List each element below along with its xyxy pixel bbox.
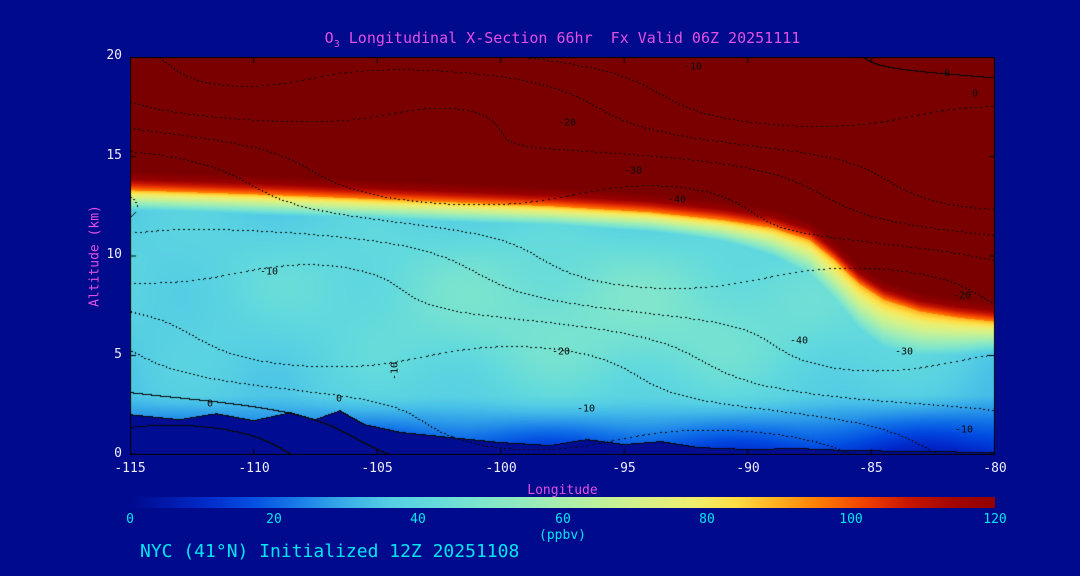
x-axis-label: Longitude bbox=[527, 483, 598, 498]
x-tick-label: -100 bbox=[485, 461, 517, 476]
x-tick-label: -85 bbox=[859, 461, 883, 476]
x-tick-label: -115 bbox=[114, 461, 146, 476]
contour-plot-canvas bbox=[130, 57, 995, 455]
x-tick-label: -105 bbox=[361, 461, 393, 476]
colorbar bbox=[130, 497, 995, 508]
colorbar-tick-label: 40 bbox=[410, 512, 426, 527]
colorbar-tick-label: 80 bbox=[699, 512, 715, 527]
y-tick-label: 20 bbox=[106, 48, 122, 63]
colorbar-tick-label: 100 bbox=[839, 512, 863, 527]
x-tick-label: -95 bbox=[612, 461, 636, 476]
colorbar-tick-label: 60 bbox=[555, 512, 571, 527]
chart-title: O3 Longitudinal X-Section 66hr Fx Valid … bbox=[130, 29, 995, 50]
colorbar-tick-label: 120 bbox=[983, 512, 1007, 527]
colorbar-tick-label: 20 bbox=[266, 512, 282, 527]
x-tick-label: -110 bbox=[238, 461, 270, 476]
init-annotation: NYC (41°N) Initialized 12Z 20251108 bbox=[140, 541, 520, 562]
colorbar-tick-label: 0 bbox=[126, 512, 134, 527]
title-subscript: 3 bbox=[333, 39, 340, 50]
title-prefix: O bbox=[324, 29, 334, 47]
y-tick-label: 10 bbox=[106, 247, 122, 262]
x-tick-label: -90 bbox=[736, 461, 760, 476]
y-tick-label: 5 bbox=[114, 347, 122, 362]
y-tick-label: 15 bbox=[106, 148, 122, 163]
colorbar-unit-label: (ppbv) bbox=[539, 528, 586, 543]
y-tick-label: 0 bbox=[114, 446, 122, 461]
title-rest: Longitudinal X-Section 66hr Fx Valid 06Z… bbox=[339, 29, 801, 47]
x-tick-label: -80 bbox=[983, 461, 1007, 476]
